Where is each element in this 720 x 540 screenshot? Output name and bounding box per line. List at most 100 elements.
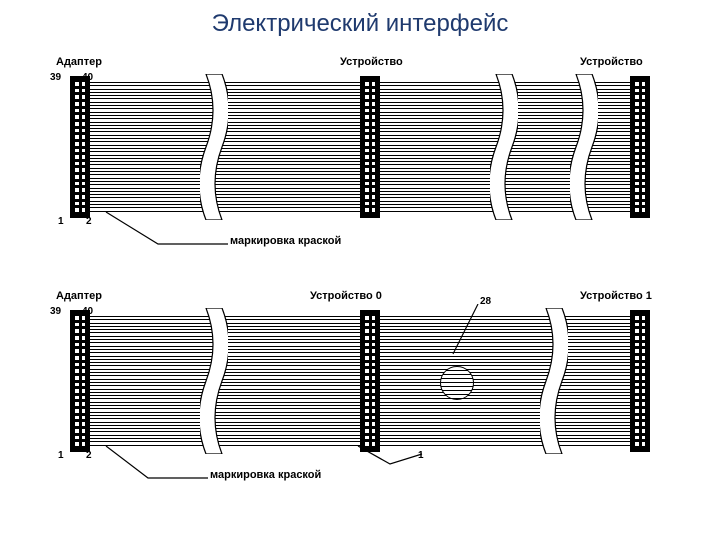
connector-pin: [641, 395, 647, 401]
connector-pin: [364, 401, 370, 407]
connector-pin: [641, 401, 647, 407]
connector-pin: [634, 81, 640, 87]
connector-pin: [364, 207, 370, 213]
connector-pin: [81, 335, 87, 341]
connector-pin: [74, 108, 80, 114]
label-adapter: Адаптер: [56, 56, 102, 68]
connector-pin: [81, 128, 87, 134]
connector-pin: [81, 415, 87, 421]
connector-pin: [74, 375, 80, 381]
diagram-top: Адаптер Устройство Устройство 39 40 1 2 …: [50, 52, 670, 282]
connector-pin: [74, 322, 80, 328]
connector-pin: [364, 154, 370, 160]
connector-pin: [81, 382, 87, 388]
connector-pin: [74, 382, 80, 388]
connector-pin: [371, 382, 377, 388]
wave-break: [200, 74, 228, 220]
connector-pin: [364, 435, 370, 441]
connector-pin: [634, 194, 640, 200]
connector-pin: [74, 181, 80, 187]
connector-pin: [371, 401, 377, 407]
connector-pin: [74, 141, 80, 147]
connector-pin: [371, 128, 377, 134]
connector-pin: [74, 128, 80, 134]
connector-pin: [81, 408, 87, 414]
connector-pin: [641, 428, 647, 434]
connector-pin: [641, 415, 647, 421]
connector-pin: [641, 435, 647, 441]
connector-pin: [74, 328, 80, 334]
connector-pin: [364, 141, 370, 147]
connector-pin: [81, 108, 87, 114]
connector-pin: [634, 375, 640, 381]
connector-pin: [74, 134, 80, 140]
connector-pin: [81, 121, 87, 127]
connector-pin: [74, 94, 80, 100]
connector-pin: [634, 441, 640, 447]
connector-pin: [364, 201, 370, 207]
connector-pin: [634, 181, 640, 187]
connector-pin: [74, 201, 80, 207]
connector-pin: [634, 94, 640, 100]
connector-pin: [641, 154, 647, 160]
connector-pin: [74, 342, 80, 348]
connector-pin: [634, 335, 640, 341]
connector-pin: [74, 187, 80, 193]
connector-pin: [81, 375, 87, 381]
connector-pin: [371, 328, 377, 334]
connector-pin: [74, 194, 80, 200]
connector-pin: [81, 428, 87, 434]
label-adapter: Адаптер: [56, 290, 102, 302]
connector-pin: [641, 335, 647, 341]
connector-pin: [81, 421, 87, 427]
connector-pin: [81, 88, 87, 94]
connector-pin: [641, 421, 647, 427]
connector-pin: [74, 167, 80, 173]
connector-pin: [641, 382, 647, 388]
connector-pin: [74, 355, 80, 361]
connector-pin: [364, 322, 370, 328]
connector-pin: [634, 328, 640, 334]
connector-pin: [364, 128, 370, 134]
connector-pin: [371, 388, 377, 394]
label-device-b: Устройство: [580, 56, 643, 68]
connector-device0: [360, 310, 380, 452]
connector-pin: [371, 154, 377, 160]
connector-pin: [641, 108, 647, 114]
connector-pin: [634, 207, 640, 213]
connector-pin: [371, 88, 377, 94]
connector-pin: [641, 355, 647, 361]
connector-pin: [371, 428, 377, 434]
connector-pin: [74, 408, 80, 414]
connector-pin: [74, 335, 80, 341]
pin-2: 2: [86, 450, 92, 461]
connector-pin: [641, 94, 647, 100]
connector-pin: [74, 441, 80, 447]
callout-line: [98, 212, 228, 252]
connector-pin: [371, 415, 377, 421]
connector-pin: [364, 362, 370, 368]
connector-pin: [364, 408, 370, 414]
marking-label: маркировка краской: [230, 235, 341, 247]
connector-pin: [74, 174, 80, 180]
connector-pin: [81, 81, 87, 87]
connector-pin: [641, 362, 647, 368]
connector-pin: [641, 121, 647, 127]
connector-pin: [641, 322, 647, 328]
connector-pin: [634, 355, 640, 361]
connector-pin: [364, 81, 370, 87]
connector-pin: [641, 114, 647, 120]
connector-pin: [81, 441, 87, 447]
connector-pin: [74, 421, 80, 427]
connector-pin: [641, 388, 647, 394]
connector-pin: [364, 108, 370, 114]
connector-pin: [371, 194, 377, 200]
connector-pin: [641, 368, 647, 374]
connector-pin: [81, 181, 87, 187]
connector-pin: [371, 322, 377, 328]
connector-pin: [74, 415, 80, 421]
connector-pin: [74, 388, 80, 394]
connector-pin: [364, 121, 370, 127]
connector-pin: [364, 88, 370, 94]
connector-pin: [371, 187, 377, 193]
